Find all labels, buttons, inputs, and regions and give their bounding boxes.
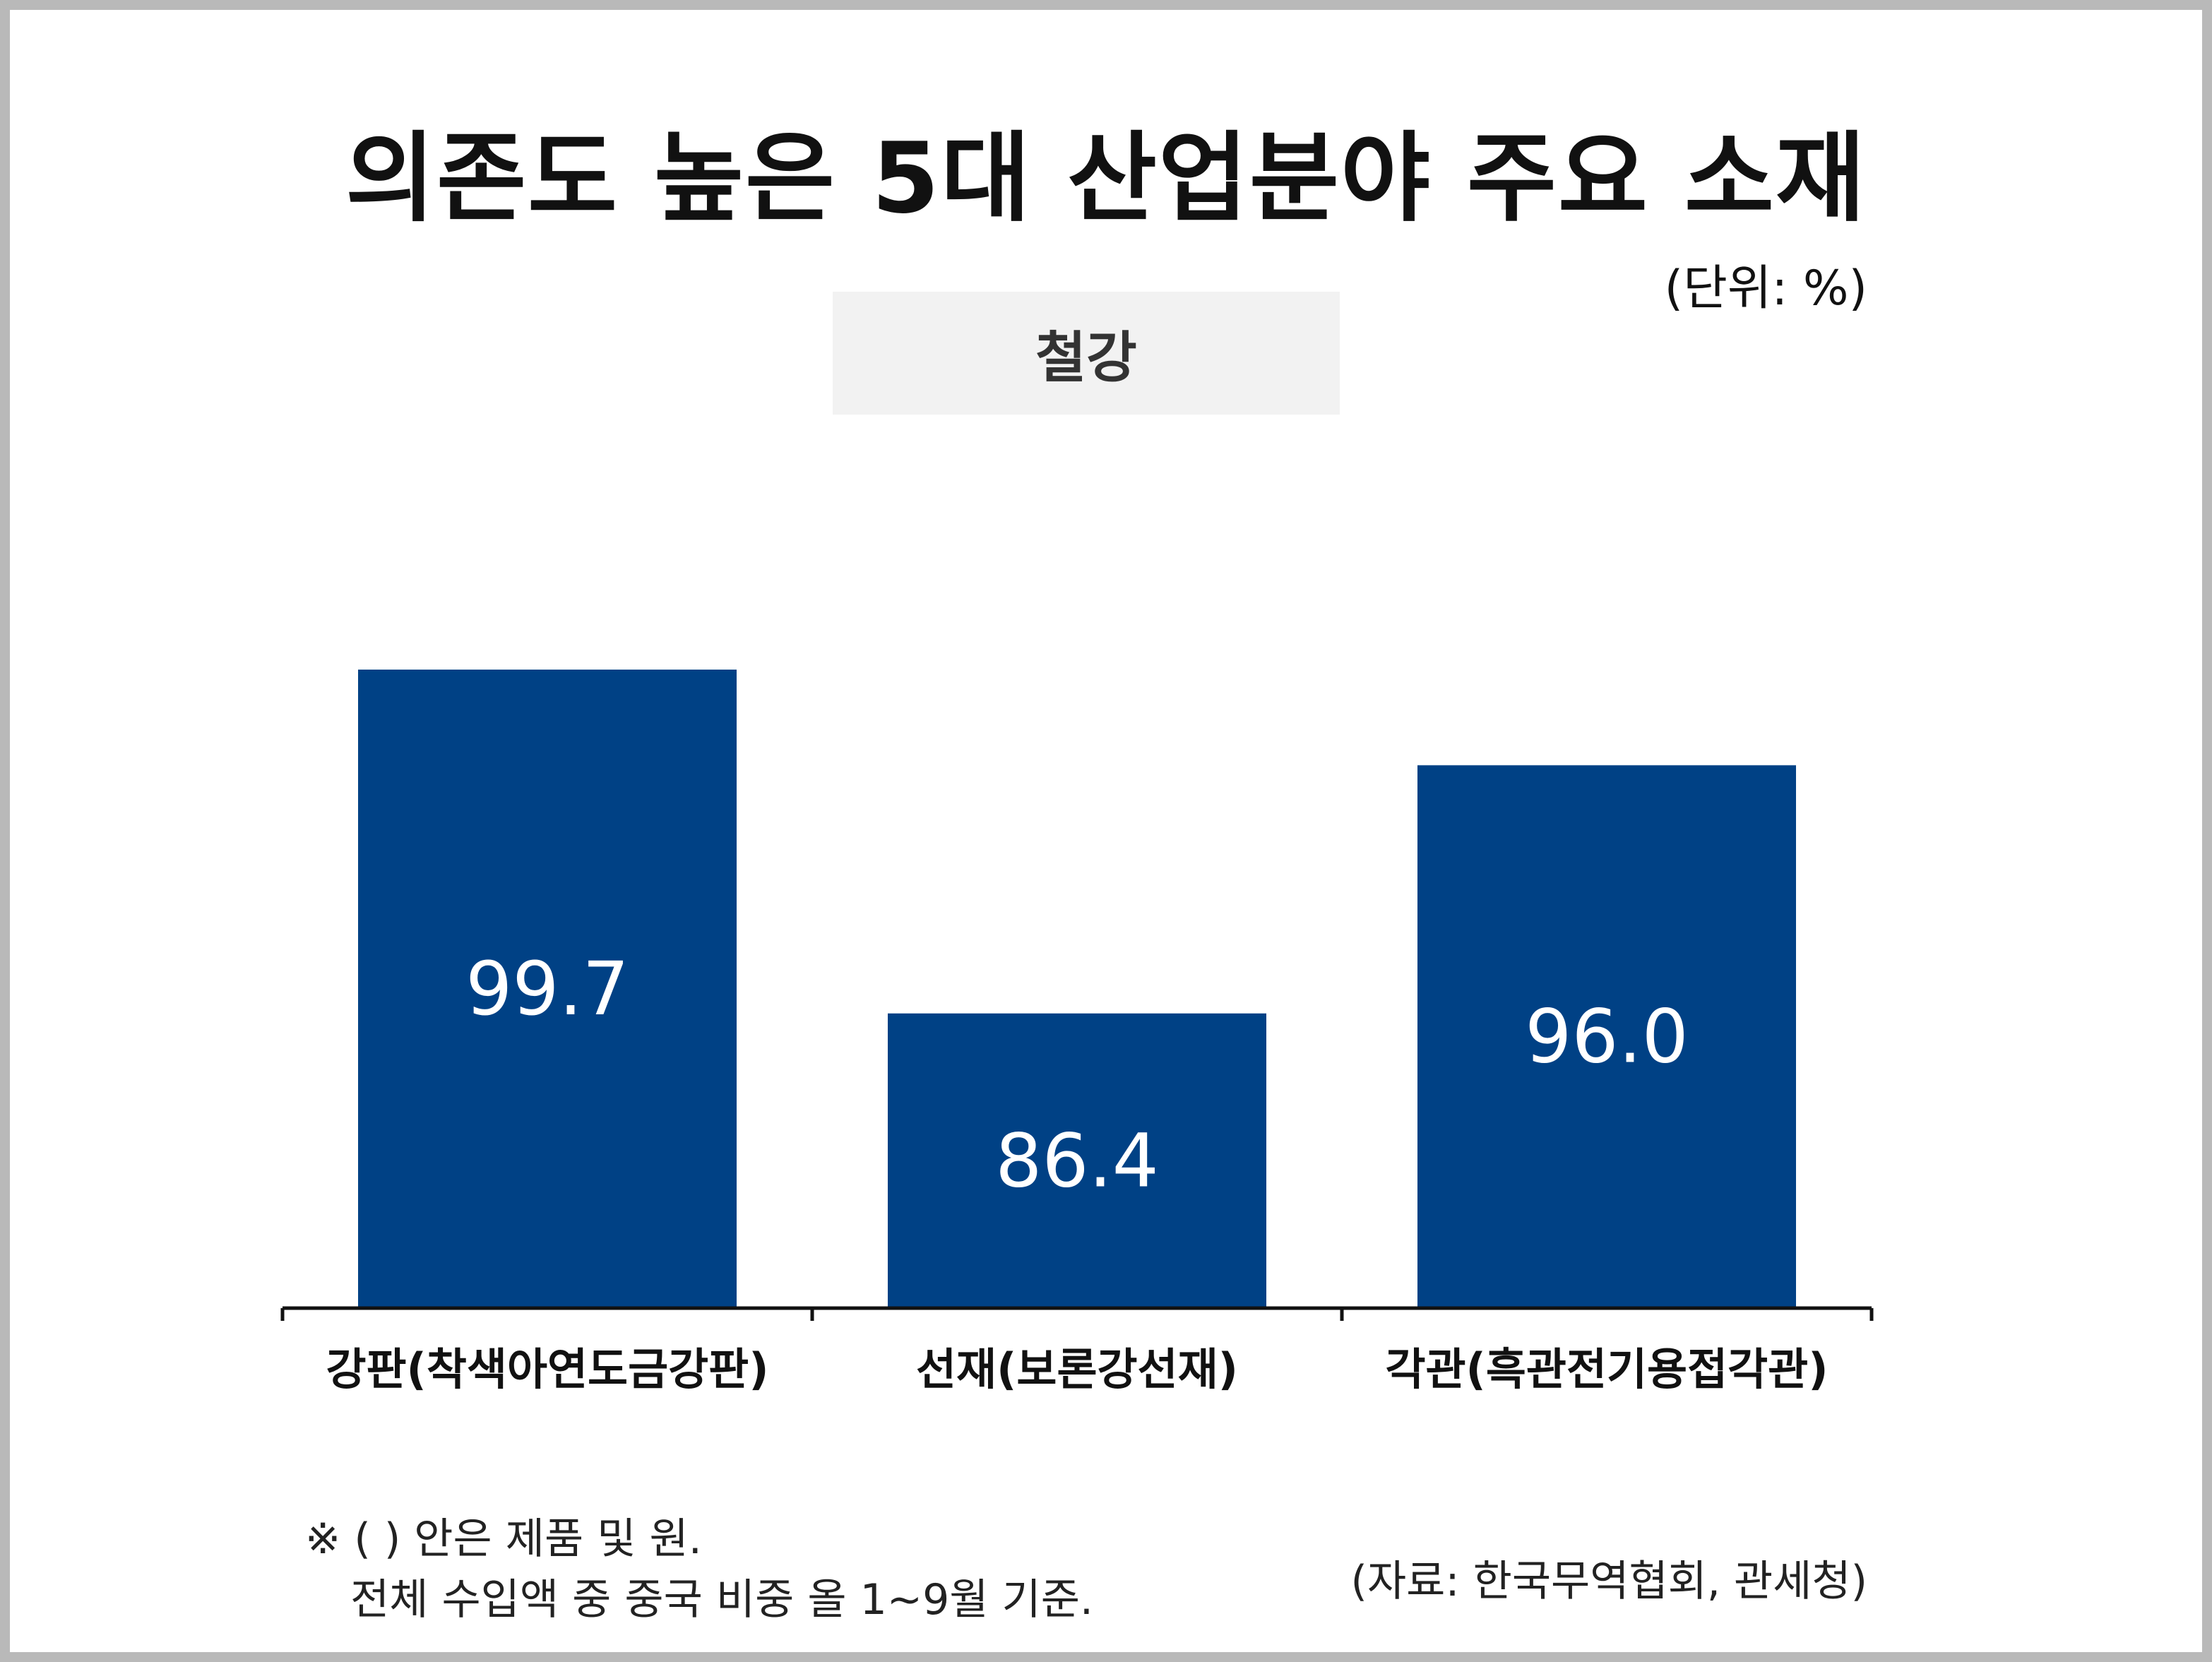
category-label: 철강: [1035, 326, 1137, 390]
category-tick-label-2: 선재(보론강선재): [916, 1343, 1238, 1395]
chart-title: 의존도 높은 5대 산업분야 주요 소재: [345, 121, 1867, 235]
bar-1: [358, 669, 737, 1308]
footnote-line-2: 전체 수입액 중 중국 비중 올 1~9월 기준.: [350, 1575, 1093, 1625]
category-label-box: 철강: [833, 292, 1340, 415]
footnote: ※ ( ) 안은 제품 및 원. 전체 수입액 중 중국 비중 올 1~9월 기…: [305, 1509, 1093, 1630]
bar-value-label-3: 96.0: [1525, 994, 1689, 1080]
bar-3: [1417, 765, 1796, 1308]
source-note: (자료: 한국무역협회, 관세청): [1350, 1557, 1867, 1606]
category-tick-label-3: 각관(흑관전기용접각관): [1385, 1343, 1828, 1395]
category-tick-label-1: 강판(착색아연도금강판): [326, 1343, 768, 1395]
bar-2: [888, 1013, 1266, 1308]
footnote-line-1: ※ ( ) 안은 제품 및 원.: [305, 1514, 702, 1564]
bar-value-label-2: 86.4: [995, 1117, 1159, 1204]
unit-label: (단위: %): [1664, 261, 1867, 316]
bar-value-label-1: 99.7: [465, 946, 629, 1032]
